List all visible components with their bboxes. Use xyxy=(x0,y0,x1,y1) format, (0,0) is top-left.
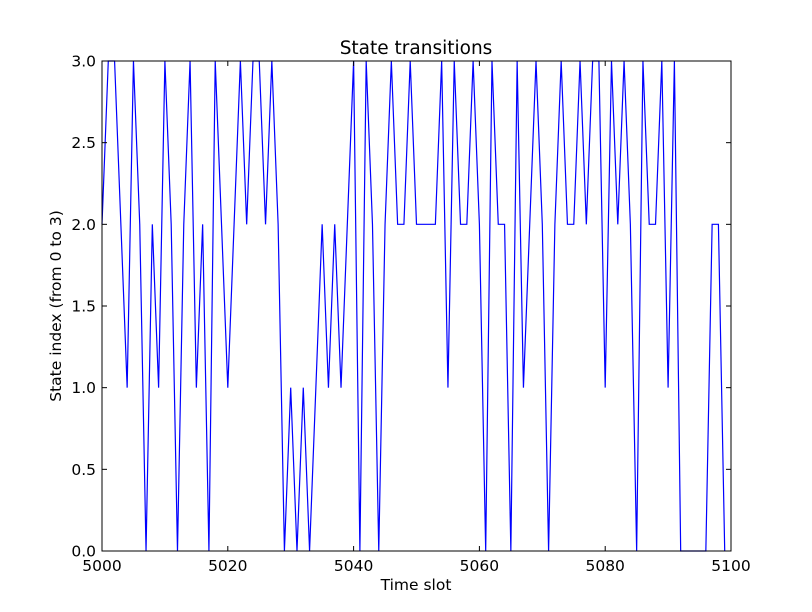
series-line-0 xyxy=(101,60,726,552)
x-tick-label: 5080 xyxy=(585,557,624,575)
x-axis-ticks: 5000 5020 5040 5060 5080 5100 xyxy=(82,61,751,575)
y-tick-label: 0.0 xyxy=(71,543,96,561)
x-tick-label: 5060 xyxy=(460,557,499,575)
x-tick-label: 5000 xyxy=(82,557,121,575)
y-tick-label: 1.0 xyxy=(71,379,96,397)
y-tick-label: 2.5 xyxy=(71,134,96,152)
x-tick-label: 5020 xyxy=(208,557,247,575)
series-layer xyxy=(101,60,726,552)
y-tick-label: 1.5 xyxy=(71,298,96,316)
x-axis-label: Time slot xyxy=(380,576,452,594)
chart-title: State transitions xyxy=(340,38,493,59)
y-tick-label: 0.5 xyxy=(71,461,96,479)
y-tick-label: 2.0 xyxy=(71,216,96,234)
y-axis-label: State index (from 0 to 3) xyxy=(47,210,65,402)
x-tick-label: 5100 xyxy=(711,557,750,575)
y-tick-label: 3.0 xyxy=(71,53,96,71)
x-tick-label: 5040 xyxy=(334,557,373,575)
y-axis-ticks: 0.0 0.5 1.0 1.5 2.0 2.5 3.0 xyxy=(71,53,731,561)
